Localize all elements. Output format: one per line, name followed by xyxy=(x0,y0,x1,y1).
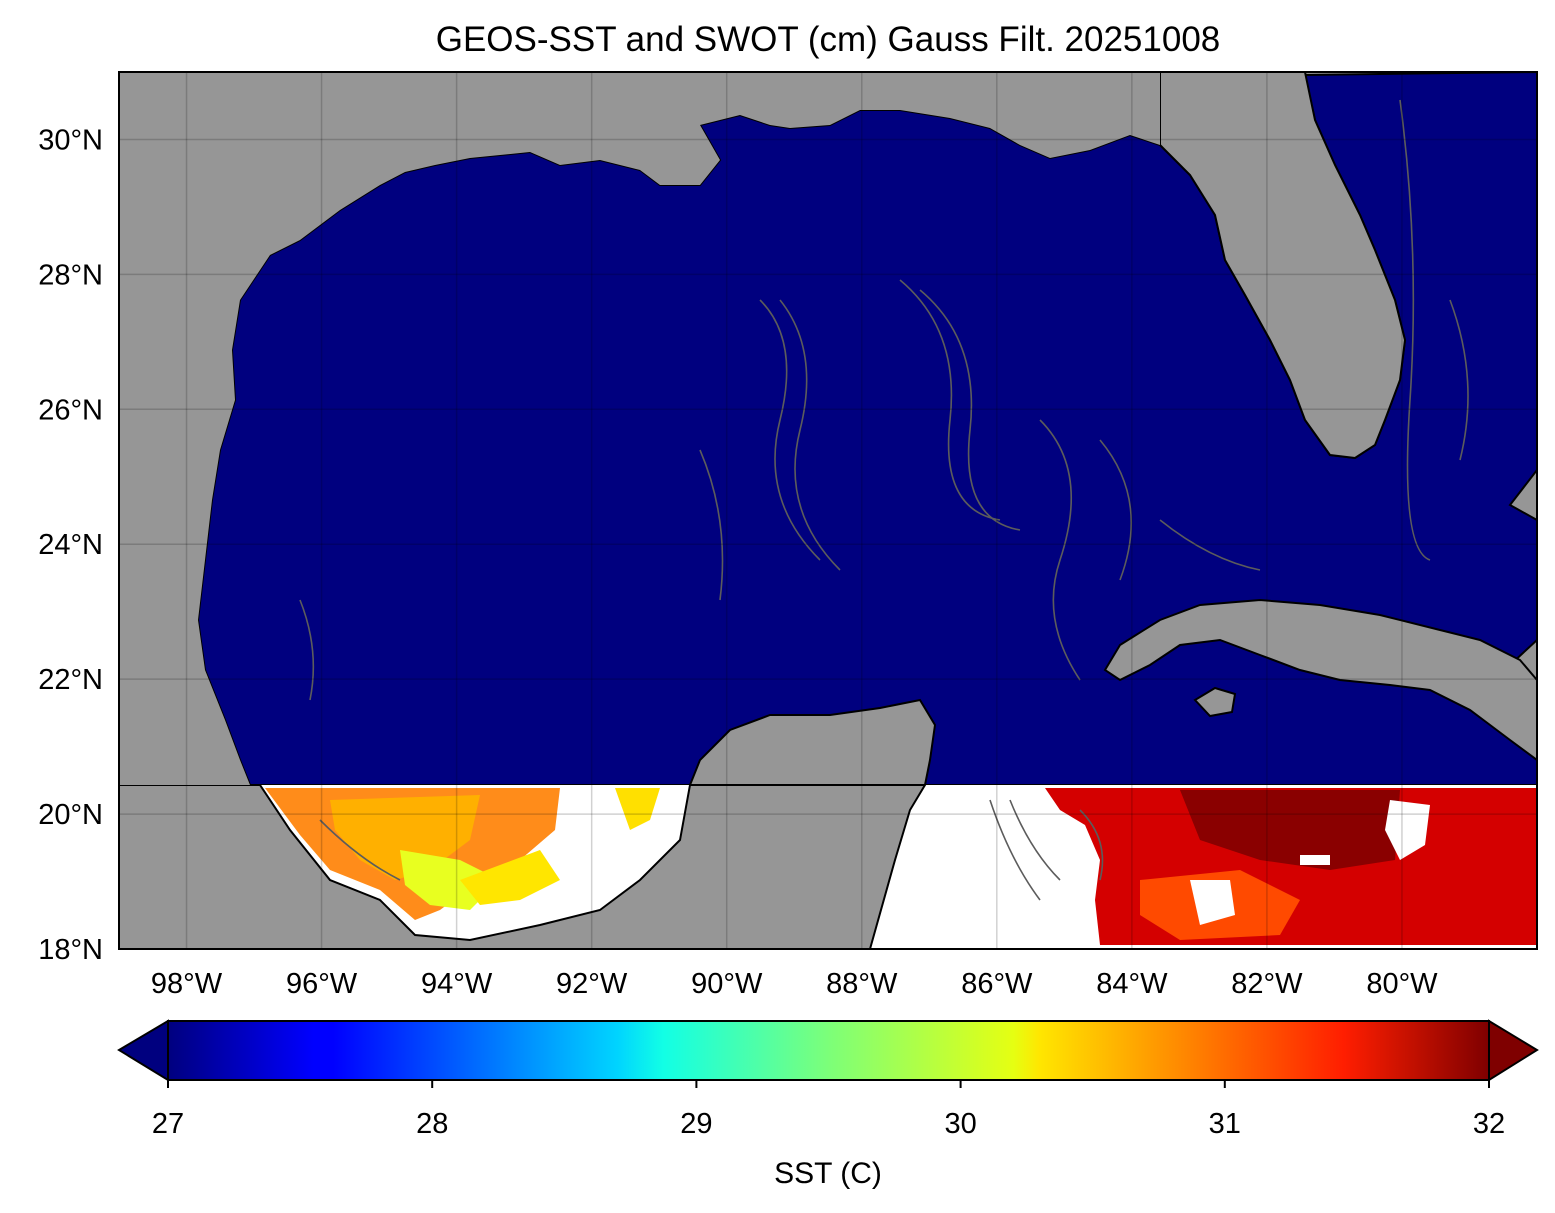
lon-tick-label: 82°W xyxy=(1231,968,1303,1000)
lon-tick-label: 96°W xyxy=(286,968,358,1000)
colorbar-tick-label: 27 xyxy=(152,1108,184,1140)
lon-tick-label: 86°W xyxy=(961,968,1033,1000)
colorbar-extend-high xyxy=(1488,1019,1539,1082)
lon-tick-label: 92°W xyxy=(556,968,628,1000)
latitude-ticks: 30°N 28°N 26°N 24°N 22°N 20°N 18°N xyxy=(38,124,103,966)
map-title: GEOS-SST and SWOT (cm) Gauss Filt. 20251… xyxy=(436,20,1221,59)
colorbar-gradient xyxy=(167,1020,1490,1081)
colorbar-label: SST (C) xyxy=(774,1157,882,1190)
lon-tick-label: 88°W xyxy=(826,968,898,1000)
campeche-sst-patch xyxy=(615,788,660,830)
lat-tick-label: 20°N xyxy=(38,799,103,831)
florida-land xyxy=(1159,72,1407,460)
lon-tick-label: 94°W xyxy=(421,968,493,1000)
lat-tick-label: 26°N xyxy=(38,394,103,426)
caribbean-sst-dark xyxy=(1180,790,1400,870)
campeche-sst-yellow xyxy=(460,850,560,905)
map-frame xyxy=(118,71,1538,950)
caribbean-sst-gap2 xyxy=(1190,880,1235,925)
lat-tick-label: 22°N xyxy=(38,664,103,696)
colorbar: 27 28 29 30 31 32 SST (C) xyxy=(117,1019,1539,1190)
colorbar-tick-label: 32 xyxy=(1473,1108,1505,1140)
longitude-ticks: 98°W 96°W 94°W 92°W 90°W 88°W 86°W 84°W 82°W 80°W xyxy=(151,968,1438,1000)
colorbar-ticks: 27 28 29 30 31 32 xyxy=(152,1080,1505,1140)
caribbean-sst-gap3 xyxy=(1300,855,1330,865)
colorbar-tick-label: 29 xyxy=(680,1108,712,1140)
colorbar-tick-label: 30 xyxy=(944,1108,976,1140)
colorbar-tick-label: 31 xyxy=(1209,1108,1241,1140)
ssh-contours xyxy=(299,99,1469,901)
cuba-land xyxy=(1103,598,1537,762)
lat-tick-label: 28°N xyxy=(38,259,103,291)
lat-tick-label: 18°N xyxy=(38,934,103,966)
lon-tick-label: 90°W xyxy=(691,968,763,1000)
gridlines xyxy=(119,72,1537,949)
colorbar-tick-label: 28 xyxy=(416,1108,448,1140)
lon-tick-label: 80°W xyxy=(1366,968,1438,1000)
us-gulf-coast-land xyxy=(119,72,1160,785)
map-area xyxy=(119,72,1537,949)
caribbean-sst-gap xyxy=(1385,800,1430,860)
lon-tick-label: 98°W xyxy=(151,968,223,1000)
yucatan-land xyxy=(688,698,937,786)
lat-tick-label: 24°N xyxy=(38,529,103,561)
southern-land xyxy=(119,784,927,949)
colorbar-extend-low xyxy=(117,1019,169,1082)
lat-tick-label: 30°N xyxy=(38,124,103,156)
lon-tick-label: 84°W xyxy=(1096,968,1168,1000)
isle-land xyxy=(1193,686,1237,718)
